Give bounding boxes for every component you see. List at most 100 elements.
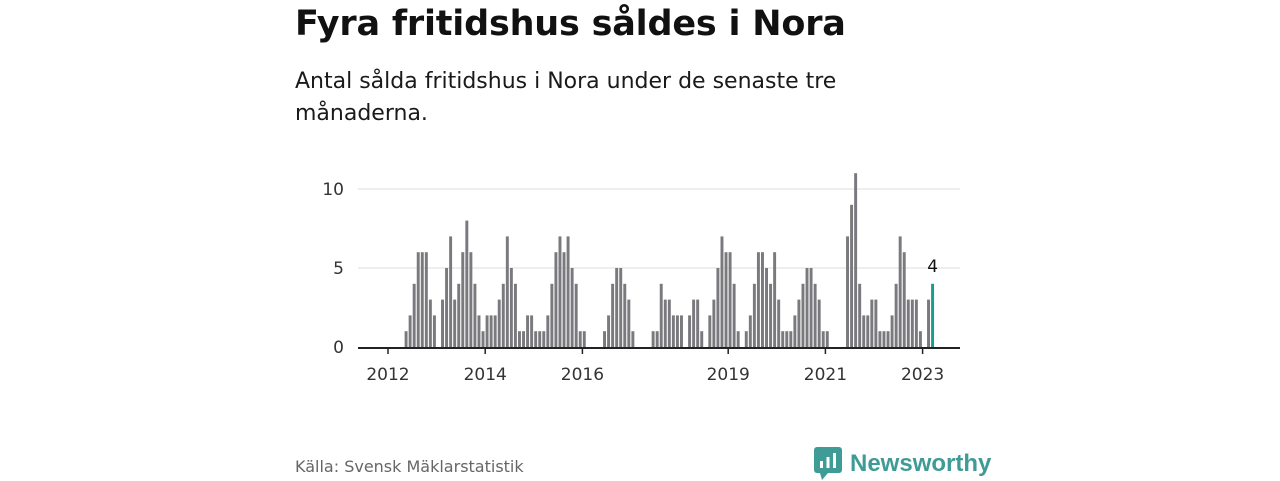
bar (692, 299, 696, 347)
bar (777, 299, 781, 347)
bar (854, 173, 858, 347)
chart-subtitle: Antal sålda fritidshus i Nora under de s… (295, 69, 837, 126)
bar (651, 331, 655, 347)
bar (513, 283, 517, 347)
bar (659, 283, 663, 347)
bar (874, 299, 878, 347)
bar (530, 315, 534, 347)
bar (485, 315, 489, 347)
bar (615, 268, 619, 347)
bar (813, 283, 817, 347)
bar (850, 204, 854, 347)
bar (902, 252, 906, 347)
bar (631, 331, 635, 347)
bar (890, 315, 894, 347)
bar (825, 331, 829, 347)
bar (509, 268, 513, 347)
bar (416, 252, 420, 347)
bar (773, 252, 777, 347)
bar (927, 299, 930, 347)
bar (408, 315, 412, 347)
bar (862, 315, 866, 347)
bar (821, 331, 825, 347)
x-tick-label: 2016 (561, 365, 604, 385)
bar (465, 220, 469, 347)
bar (846, 236, 849, 347)
bar (449, 236, 453, 347)
bar (424, 252, 428, 347)
x-tick-label: 2023 (901, 365, 944, 385)
newsworthy-logo-icon (814, 447, 842, 480)
bar (566, 236, 570, 347)
bar (607, 315, 611, 347)
bar (910, 299, 914, 347)
bar (550, 283, 554, 347)
bar (461, 252, 465, 347)
bar (469, 252, 473, 347)
bar (696, 299, 700, 347)
x-tick-label: 2014 (464, 365, 507, 385)
bar (744, 331, 748, 347)
source-note: Källa: Svensk Mäklarstatistik (295, 457, 524, 476)
bar (736, 331, 740, 347)
bar (700, 331, 704, 347)
bar (627, 299, 631, 347)
bar (886, 331, 890, 347)
bar (574, 283, 578, 347)
bar (570, 268, 574, 347)
bar (866, 315, 870, 347)
bar (578, 331, 582, 347)
bar (428, 299, 432, 347)
bar (878, 331, 882, 347)
bar (898, 236, 902, 347)
bar (412, 283, 416, 347)
x-tick-label: 2019 (707, 365, 750, 385)
newsworthy-logo: Newsworthy (814, 447, 991, 481)
bar (522, 331, 525, 347)
bar (906, 299, 910, 347)
bar (554, 252, 558, 347)
bar (797, 299, 801, 347)
y-tick-label: 0 (333, 338, 344, 358)
highlight-bar (931, 283, 935, 347)
bar (765, 268, 768, 347)
bar (675, 315, 679, 347)
bar (761, 252, 764, 347)
brand-name: Newsworthy (850, 450, 992, 477)
bar (667, 299, 671, 347)
bar (493, 315, 497, 347)
bar (526, 315, 530, 347)
bar (870, 299, 874, 347)
bar (882, 331, 886, 347)
bar (748, 315, 752, 347)
bar (817, 299, 821, 347)
bar (582, 331, 586, 347)
bar (481, 331, 485, 347)
bar (558, 236, 562, 347)
bar (781, 331, 785, 347)
bar (534, 331, 538, 347)
bar (688, 315, 692, 347)
bar (720, 236, 724, 347)
bar (732, 283, 736, 347)
bar (562, 252, 566, 347)
bar (619, 268, 623, 347)
bar (501, 283, 505, 347)
bar (769, 283, 773, 347)
bar (712, 299, 716, 347)
bar (489, 315, 493, 347)
bar (542, 331, 546, 347)
y-tick-label: 5 (333, 259, 344, 279)
bar (809, 268, 813, 347)
bar (789, 331, 793, 347)
bar (724, 252, 728, 347)
bar (805, 268, 809, 347)
bar (728, 252, 732, 347)
y-tick-label: 10 (322, 180, 344, 200)
bar (445, 268, 449, 347)
bar (623, 283, 627, 347)
bar (858, 283, 862, 347)
bar (801, 283, 805, 347)
bar (432, 315, 436, 347)
